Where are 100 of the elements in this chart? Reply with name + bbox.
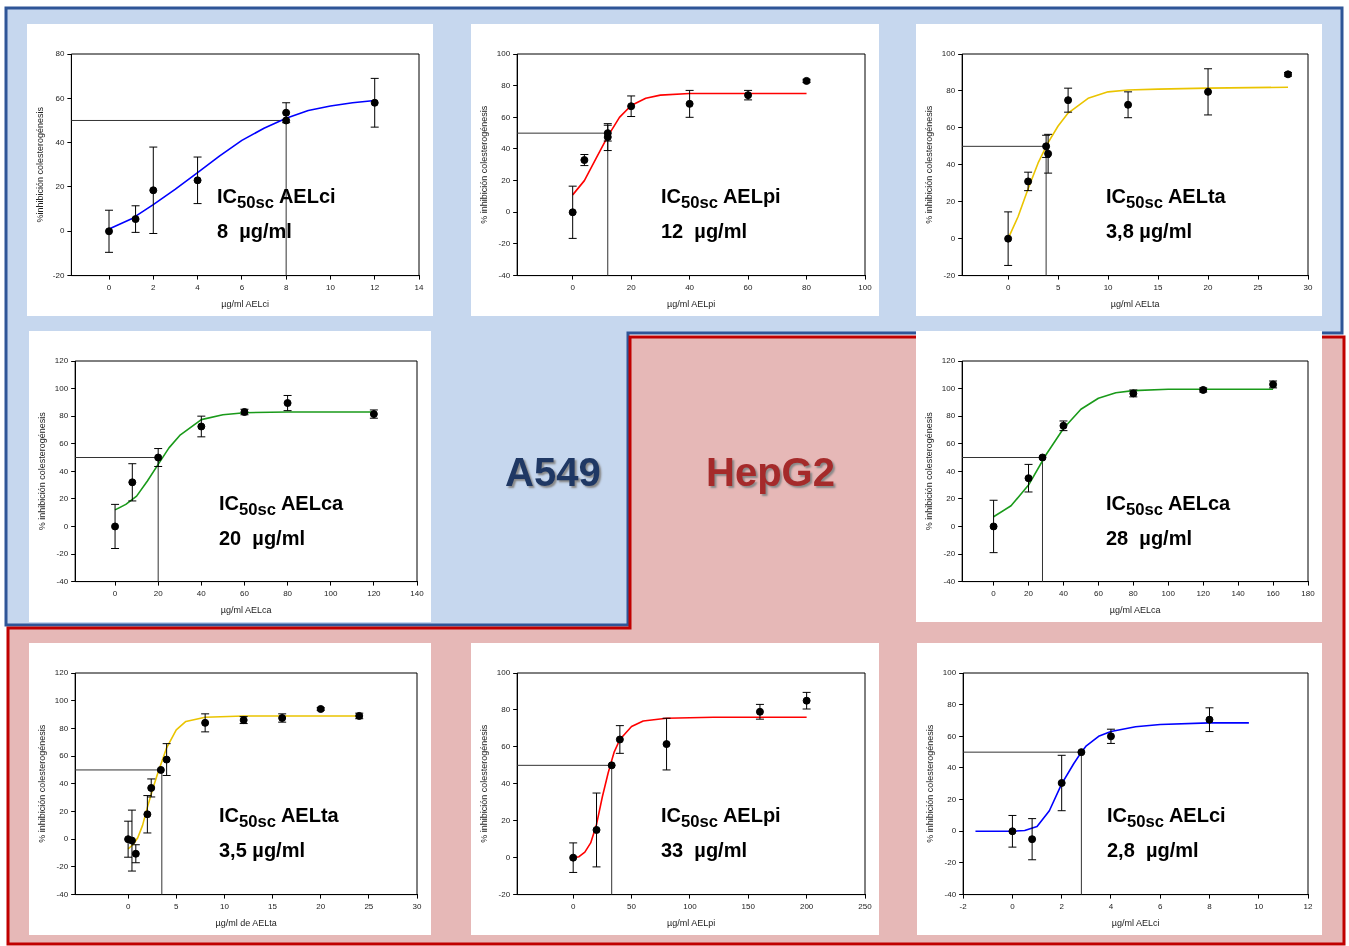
x-tick-label: 200	[799, 901, 814, 911]
y-tick-label: -20	[498, 889, 511, 899]
annotation: 12 µg/ml	[661, 219, 748, 244]
y-tick-label: 0	[950, 233, 956, 243]
y-tick-label: 0	[63, 521, 69, 531]
y-tick-label: 20	[59, 494, 69, 504]
y-tick-label: 20	[59, 806, 69, 816]
y-tick-label: 60	[946, 123, 956, 133]
x-tick-label: 5	[174, 901, 180, 911]
x-axis-title: µg/ml de AELta	[215, 918, 277, 929]
x-tick-label: 0	[1005, 282, 1011, 292]
x-tick-label: 100	[683, 901, 698, 911]
y-tick-label: 40	[59, 466, 69, 476]
x-tick-label: 10	[219, 901, 230, 911]
y-tick-label: 120	[54, 668, 69, 678]
y-axis-title: %inhibición colesterogénesis	[34, 106, 45, 223]
x-tick-label: 10	[1103, 282, 1114, 292]
y-tick-label: 100	[942, 668, 957, 678]
annotation: IC$_{50sc}$ AELci	[1107, 803, 1226, 833]
y-tick-label: 0	[950, 521, 956, 531]
x-tick-label: 160	[1266, 588, 1281, 598]
x-tick-label: 60	[743, 282, 754, 292]
x-tick-label: 6	[239, 282, 245, 292]
y-tick-label: 120	[941, 356, 956, 366]
y-tick-label: -40	[498, 270, 511, 280]
y-tick-label: -40	[944, 889, 957, 899]
y-axis-title: % inhibición colesterogénesis	[478, 724, 489, 843]
text: A549	[505, 450, 601, 495]
y-axis-title: % inhibición colesterogénesis	[478, 105, 489, 224]
annotation: IC$_{50sc}$ AELta	[219, 803, 339, 833]
annotation: 3,5 µg/ml	[219, 838, 306, 863]
x-tick-label: 0	[991, 588, 997, 598]
x-tick-label: 20	[1203, 282, 1214, 292]
x-tick-label: 100	[324, 588, 338, 598]
y-axis-title: % inhibición colesterogénesis	[923, 411, 934, 531]
y-tick-label: 0	[59, 226, 65, 236]
point	[592, 825, 601, 834]
point	[131, 215, 140, 224]
x-tick-label: 60	[240, 588, 250, 598]
annotation: 8 µg/ml	[217, 219, 293, 244]
point	[1024, 474, 1033, 483]
y-tick-label: 80	[55, 49, 65, 59]
x-axis-title: µg/ml AELpi	[666, 918, 716, 929]
y-tick-label: 0	[505, 207, 511, 217]
y-tick-label: 60	[501, 112, 511, 122]
y-tick-label: 60	[59, 751, 69, 761]
x-tick-label: 25	[364, 901, 374, 911]
x-tick-label: 100	[858, 282, 873, 292]
point	[283, 399, 292, 408]
x-tick-label: 40	[1059, 588, 1069, 598]
x-tick-label: 0	[112, 588, 118, 598]
y-tick-label: 40	[946, 160, 956, 169]
y-tick-label: 80	[501, 80, 511, 90]
y-tick-label: 0	[505, 852, 511, 862]
x-tick-label: 60	[1093, 588, 1104, 598]
y-tick-label: 80	[946, 86, 956, 96]
x-tick-label: 140	[1231, 588, 1246, 598]
x-tick-label: 140	[410, 588, 425, 598]
x-tick-label: 4	[195, 282, 201, 292]
point	[128, 478, 137, 487]
x-tick-label: 40	[196, 588, 207, 598]
x-tick-label: 30	[1303, 282, 1313, 292]
x-axis-title: µg/ml AELpi	[666, 299, 716, 310]
y-tick-label: 60	[501, 742, 511, 752]
x-tick-label: 40	[685, 282, 695, 292]
point	[154, 453, 163, 462]
y-tick-label: 80	[947, 699, 957, 709]
y-tick-label: -20	[498, 239, 511, 249]
annotation: 2,8 µg/ml	[1107, 838, 1200, 863]
x-axis-title: µg/ml AELci	[1111, 918, 1160, 929]
x-tick-label: 14	[414, 282, 424, 292]
x-tick-label: 2	[1059, 901, 1065, 911]
x-tick-label: 8	[1207, 901, 1213, 911]
y-tick-label: 20	[55, 182, 65, 192]
y-tick-label: 80	[59, 411, 69, 421]
x-axis-title: µg/ml AELci	[221, 299, 270, 310]
x-tick-label: 120	[1196, 588, 1211, 598]
y-tick-label: 80	[946, 411, 956, 421]
x-tick-label: 0	[125, 901, 131, 911]
x-tick-label: 80	[283, 588, 293, 598]
annotation: IC$_{50sc}$ AELci	[217, 184, 336, 214]
x-tick-label: 0	[570, 901, 576, 911]
y-axis-title: % inhibición colesterogénesis	[36, 724, 47, 843]
y-tick-label: -20	[56, 862, 69, 872]
annotation: IC$_{50sc}$ AELta	[1106, 184, 1226, 214]
x-tick-label: 4	[1108, 901, 1114, 911]
y-tick-label: 40	[59, 779, 69, 788]
y-tick-label: 40	[55, 137, 65, 147]
x-axis-title: µg/ml AELca	[220, 605, 272, 616]
annotation: IC$_{50sc}$ AELca	[219, 491, 344, 521]
y-tick-label: 60	[59, 438, 69, 448]
x-tick-label: 80	[1128, 588, 1139, 598]
x-tick-label: 10	[325, 282, 336, 292]
point	[568, 208, 577, 217]
y-tick-label: 40	[946, 466, 956, 476]
y-tick-label: 60	[55, 93, 65, 103]
y-tick-label: 40	[501, 779, 511, 788]
y-tick-label: 20	[501, 175, 511, 185]
x-tick-label: 12	[370, 282, 380, 292]
point	[370, 98, 379, 107]
